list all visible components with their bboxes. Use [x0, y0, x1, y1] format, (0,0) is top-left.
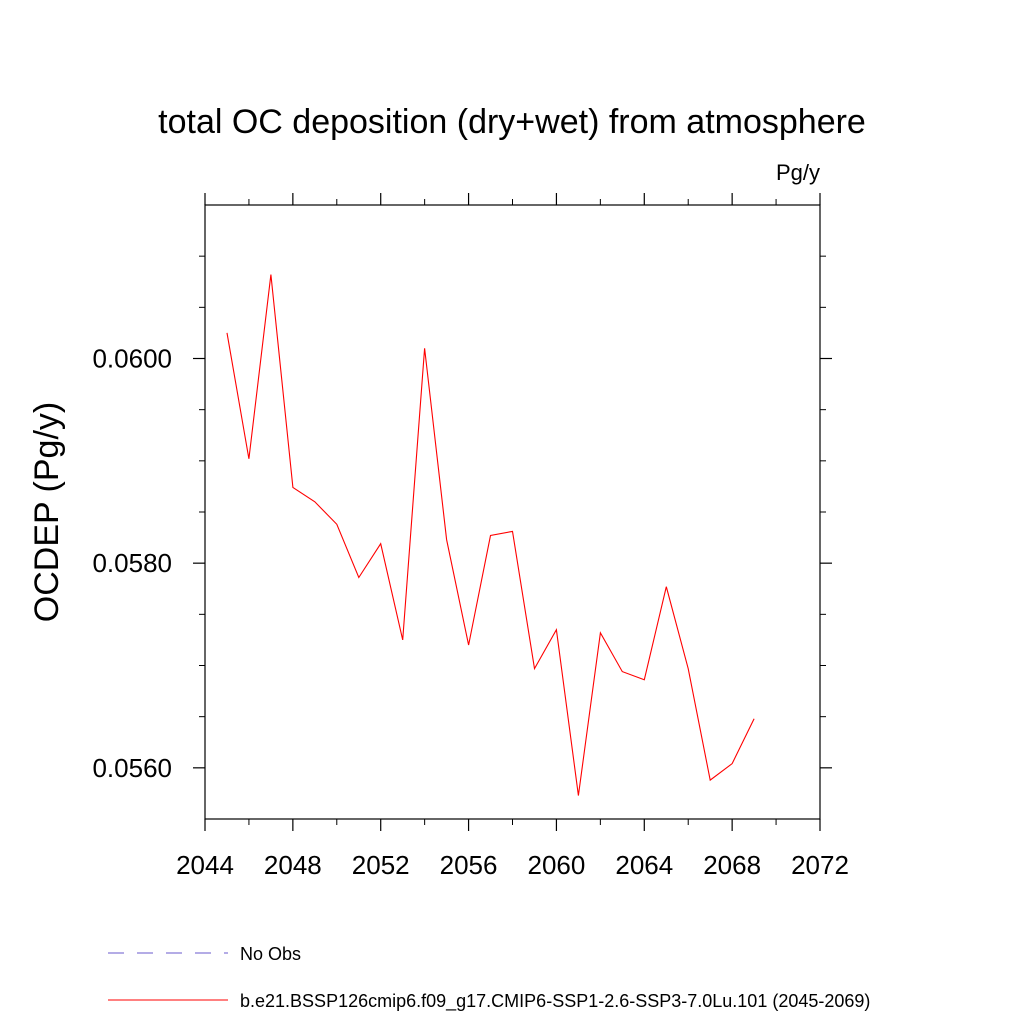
data-series: [226, 274, 755, 796]
x-tick-label: 2072: [791, 850, 849, 880]
legend-label: No Obs: [240, 944, 301, 964]
axis-ticks: [193, 193, 832, 831]
x-tick-label: 2060: [528, 850, 586, 880]
series-line: [226, 274, 755, 796]
chart-title: total OC deposition (dry+wet) from atmos…: [158, 103, 866, 141]
x-tick-label: 2052: [352, 850, 410, 880]
legend-label: b.e21.BSSP126cmip6.f09_g17.CMIP6-SSP1-2.…: [240, 991, 870, 1012]
x-tick-label: 2044: [176, 850, 234, 880]
units-label: Pg/y: [776, 160, 820, 185]
y-tick-label: 0.0580: [92, 548, 172, 578]
y-tick-label: 0.0560: [92, 753, 172, 783]
x-tick-label: 2056: [440, 850, 498, 880]
x-tick-label: 2048: [264, 850, 322, 880]
x-tick-label: 2068: [703, 850, 761, 880]
x-tick-label: 2064: [615, 850, 673, 880]
axis-tick-labels: 2044 2048 2052 2056 2060 2064 2068 2072 0.0560 0.…: [92, 344, 848, 881]
y-tick-label: 0.0600: [92, 344, 172, 374]
plot-frame: [204, 204, 821, 820]
legend: No Obs b.e21.BSSP126cmip6.f09_g17.CMIP6-S…: [108, 944, 870, 1012]
y-axis-label: OCDEP (Pg/y): [28, 402, 66, 622]
